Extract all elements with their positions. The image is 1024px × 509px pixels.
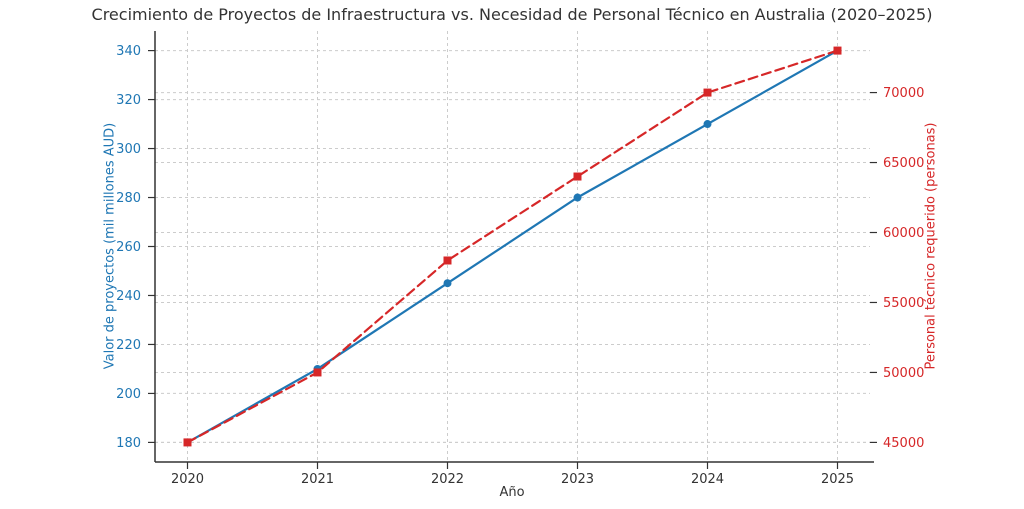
x-axis-label: Año [499,485,525,500]
right-tick-label: 65000 [883,156,924,171]
data-point-personnel [573,172,582,181]
data-point-personnel [183,438,192,447]
data-point-projects [703,120,712,129]
x-tick-label: 2021 [301,472,334,487]
data-point-projects [573,193,582,202]
left-tick-label: 220 [116,338,141,353]
right-tick-label: 60000 [883,226,924,241]
right-tick-label: 70000 [883,86,924,101]
series-line-personnel [186,49,839,444]
right-tick-label: 50000 [883,366,924,381]
series-line-projects [186,49,839,444]
x-tick-label: 2023 [561,472,594,487]
data-point-personnel [313,368,322,377]
x-tick-label: 2024 [691,472,724,487]
data-point-personnel [833,46,842,55]
right-tick-label: 45000 [883,436,924,451]
left-tick-label: 280 [116,191,141,206]
left-tick-label: 260 [116,240,141,255]
x-tick-label: 2020 [171,472,204,487]
x-tick-label: 2025 [821,472,854,487]
data-point-projects [443,279,452,288]
data-point-personnel [443,256,452,265]
left-tick-label: 320 [116,93,141,108]
chart-title: Crecimiento de Proyectos de Infraestruct… [91,5,933,24]
x-tick-label: 2022 [431,472,464,487]
left-tick-label: 300 [116,142,141,157]
data-point-personnel [703,88,712,97]
left-tick-label: 200 [116,387,141,402]
left-tick-label: 180 [116,436,141,451]
left-tick-label: 340 [116,44,141,59]
right-tick-label: 55000 [883,296,924,311]
left-tick-label: 240 [116,289,141,304]
